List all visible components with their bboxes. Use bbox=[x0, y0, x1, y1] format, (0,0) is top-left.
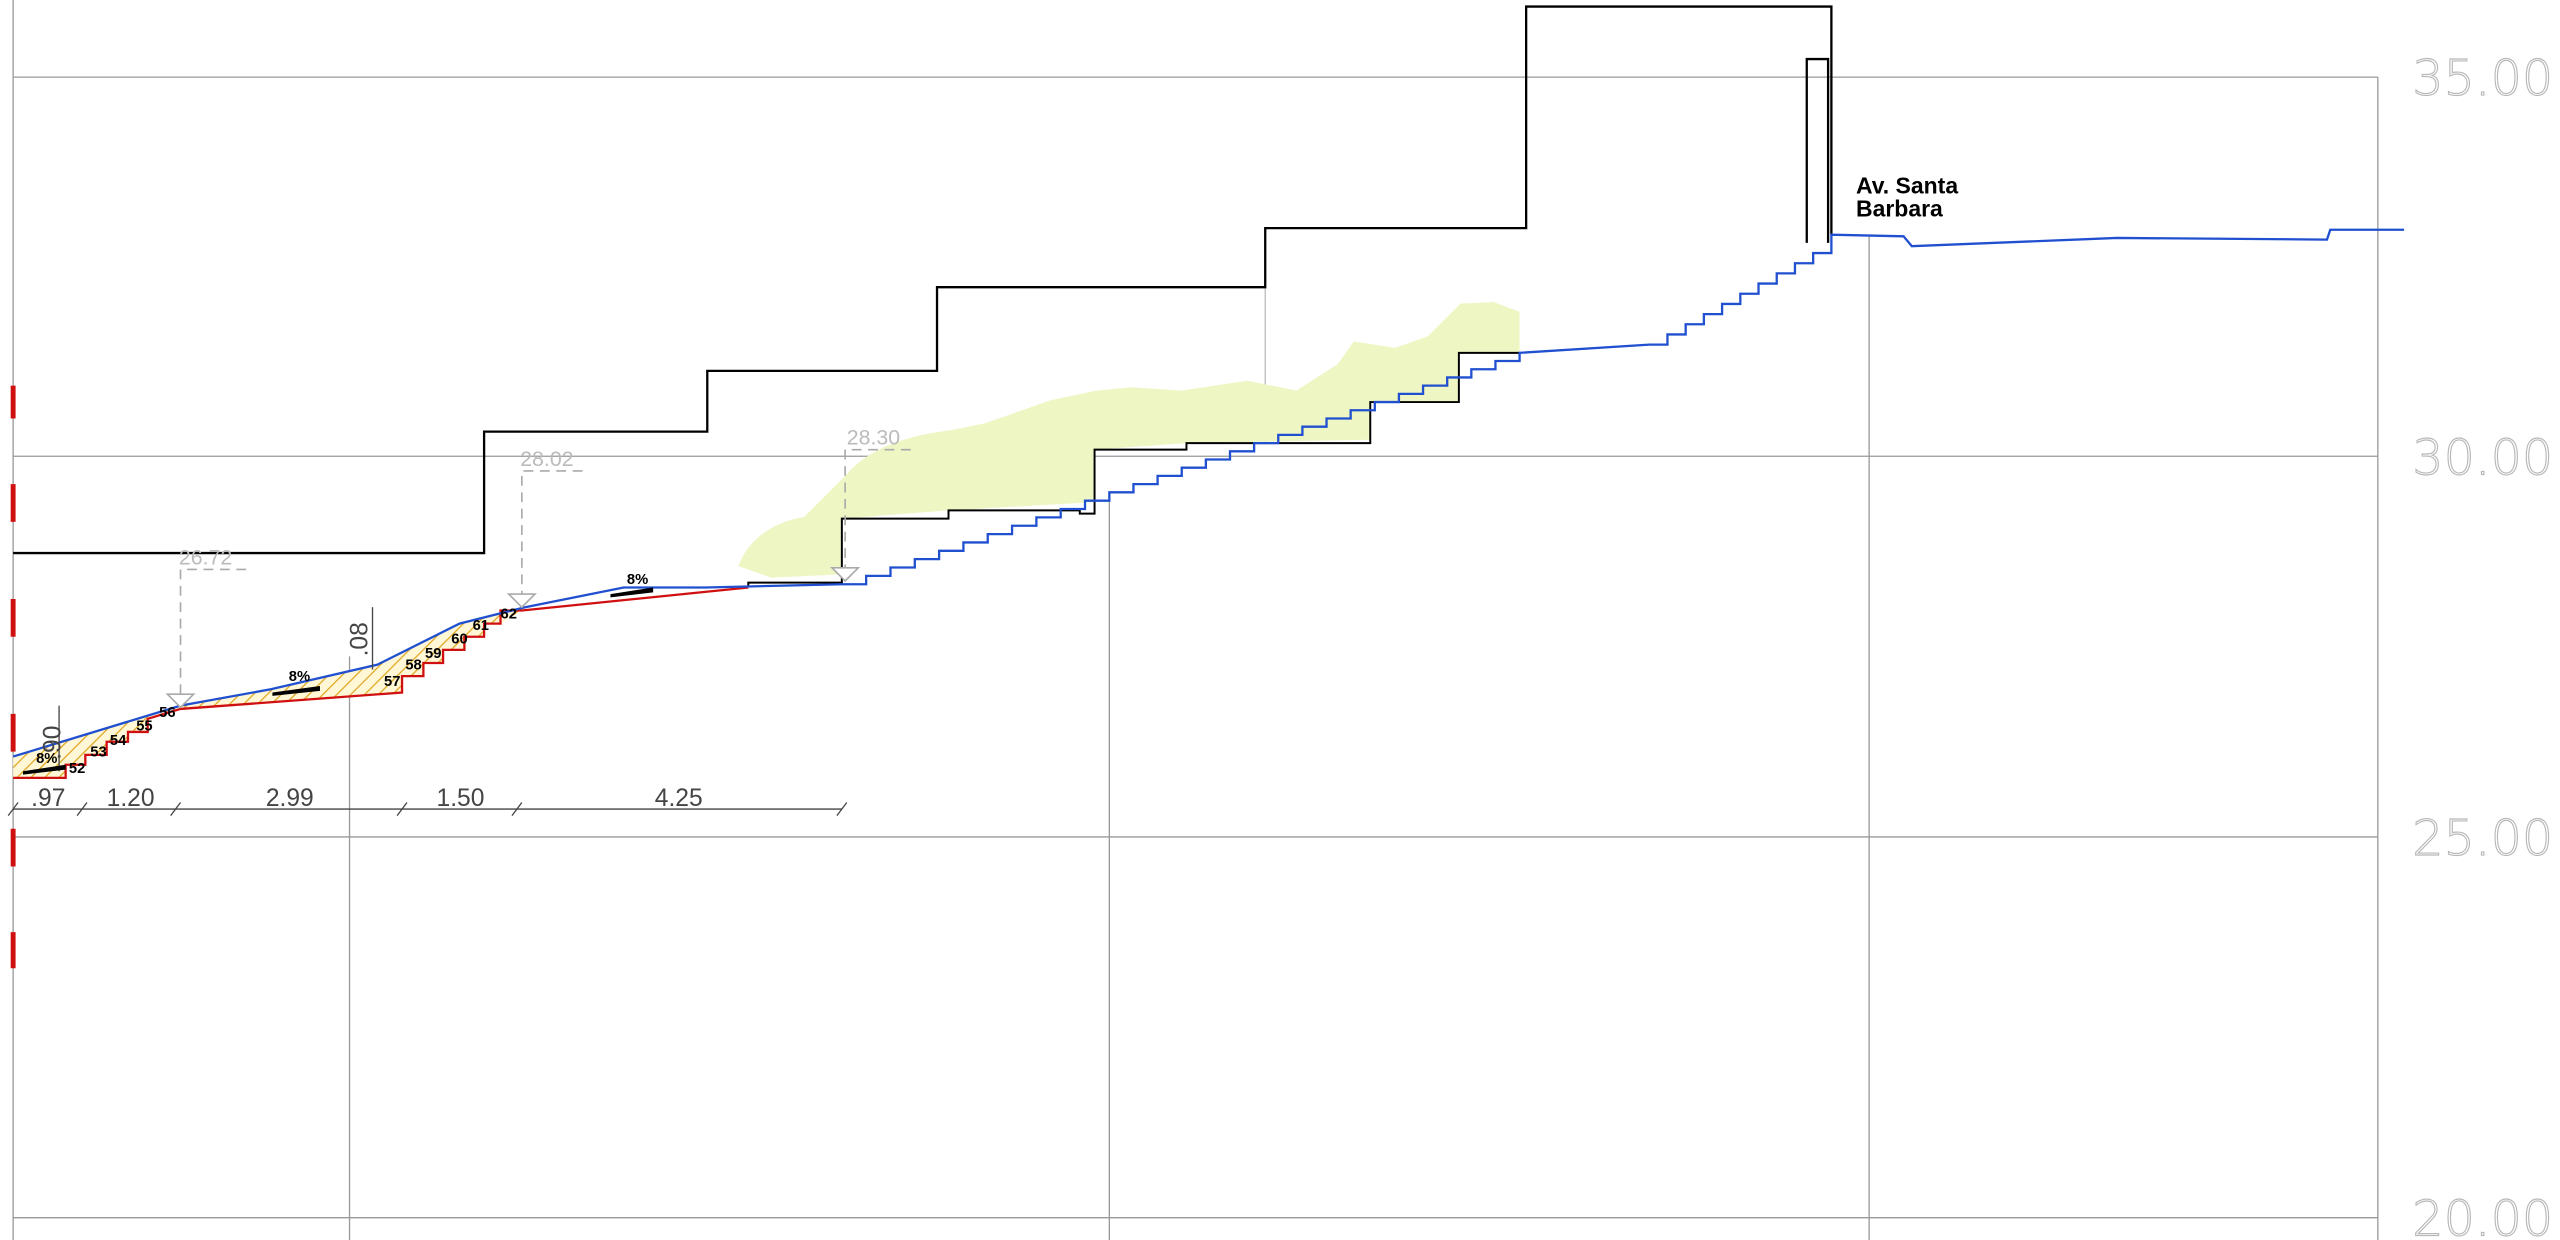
step-number: 61 bbox=[473, 618, 489, 634]
dimension-label: 4.25 bbox=[655, 785, 703, 812]
slope-label: 8% bbox=[36, 751, 57, 767]
elevation-label: 30.00 bbox=[2412, 428, 2553, 486]
street-label: Barbara bbox=[1856, 196, 1943, 222]
step-number: 62 bbox=[501, 607, 517, 623]
grid bbox=[12, 0, 2379, 1240]
level-leaders bbox=[179, 448, 911, 695]
vertical-dimension-label: .08 bbox=[347, 622, 374, 656]
step-number: 60 bbox=[451, 631, 467, 647]
building-inner bbox=[1805, 57, 1830, 243]
elevation-label: 20.00 bbox=[2412, 1190, 2553, 1240]
dimension-label: 1.20 bbox=[107, 785, 155, 812]
elevation-label: 35.00 bbox=[2412, 49, 2553, 107]
step-number: 52 bbox=[69, 761, 85, 777]
step-number: 53 bbox=[90, 745, 106, 761]
level-label: 28.02 bbox=[520, 447, 573, 471]
level-label: 26.72 bbox=[179, 546, 232, 570]
dimension-label: .97 bbox=[31, 785, 65, 812]
step-number: 57 bbox=[384, 674, 400, 690]
vegetation bbox=[738, 301, 1520, 578]
slope-arrows bbox=[22, 587, 654, 775]
step-number: 59 bbox=[425, 646, 441, 662]
slope-label: 8% bbox=[289, 669, 310, 685]
dimension-label: 2.99 bbox=[266, 785, 314, 812]
terrain-line bbox=[12, 228, 2405, 758]
step-number: 55 bbox=[136, 718, 152, 734]
elevation-label: 25.00 bbox=[2412, 809, 2553, 867]
level-label: 28.30 bbox=[847, 426, 901, 450]
level-triangles bbox=[165, 566, 861, 709]
building-outline bbox=[13, 5, 1833, 555]
step-number: 58 bbox=[405, 658, 421, 674]
slope-label: 8% bbox=[627, 572, 648, 588]
street-label: Av. Santa bbox=[1856, 173, 1958, 199]
design-line bbox=[13, 586, 749, 780]
vertical-dimension-label: .90 bbox=[40, 726, 67, 760]
dimension-label: 1.50 bbox=[437, 785, 485, 812]
cut-fill bbox=[13, 607, 526, 778]
dimension-line bbox=[7, 607, 848, 817]
step-number: 54 bbox=[110, 733, 127, 749]
step-number: 56 bbox=[159, 705, 175, 721]
